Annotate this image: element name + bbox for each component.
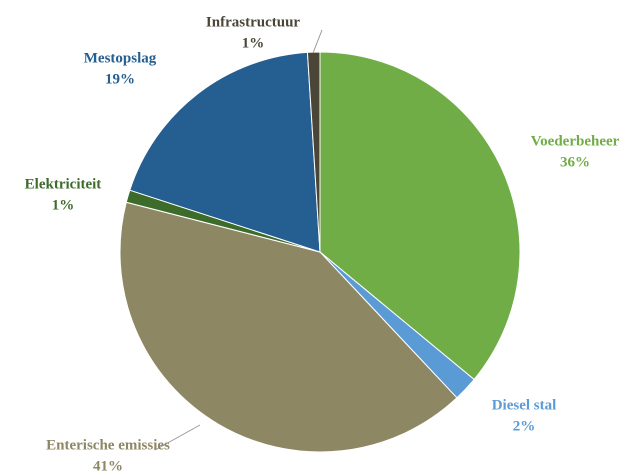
leader-line [312, 29, 323, 54]
slice-value-label: 41% [93, 458, 123, 474]
slice-label: Diesel stal [492, 397, 557, 413]
slice-value-label: 1% [242, 35, 265, 51]
slice-value-label: 2% [513, 418, 536, 434]
slice-label: Infrastructuur [206, 14, 301, 30]
slice-label: Enterische emissies [46, 437, 170, 453]
slice-label: Voederbeheer [531, 133, 620, 149]
slice-label: Elektriciteit [25, 176, 102, 192]
slice-value-label: 1% [52, 197, 75, 213]
pie-slice [119, 201, 458, 453]
slice-value-label: 36% [560, 154, 590, 170]
leader-line [154, 424, 201, 451]
pie-slice [129, 51, 321, 253]
pie-slice [319, 51, 521, 381]
slice-value-label: 19% [105, 71, 135, 87]
slice-label: Mestopslag [84, 50, 157, 66]
